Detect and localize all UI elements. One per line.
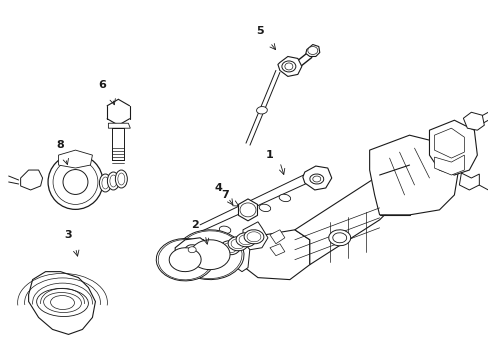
Ellipse shape xyxy=(37,288,88,316)
Polygon shape xyxy=(269,244,285,256)
Ellipse shape xyxy=(239,235,252,245)
Ellipse shape xyxy=(236,233,255,247)
Text: 2: 2 xyxy=(191,220,199,230)
Ellipse shape xyxy=(158,239,212,280)
Text: 3: 3 xyxy=(64,230,72,240)
Polygon shape xyxy=(29,272,95,334)
Polygon shape xyxy=(428,120,476,175)
Polygon shape xyxy=(433,128,464,158)
Ellipse shape xyxy=(309,174,323,184)
Polygon shape xyxy=(433,155,464,175)
Ellipse shape xyxy=(285,63,292,70)
Ellipse shape xyxy=(188,247,196,253)
Polygon shape xyxy=(305,45,319,57)
Ellipse shape xyxy=(185,245,199,255)
Ellipse shape xyxy=(110,175,117,187)
Polygon shape xyxy=(243,222,267,250)
Polygon shape xyxy=(238,199,257,221)
Ellipse shape xyxy=(312,176,320,182)
Ellipse shape xyxy=(169,248,201,272)
Polygon shape xyxy=(463,112,483,130)
Polygon shape xyxy=(108,123,130,128)
Ellipse shape xyxy=(190,240,229,270)
Text: 7: 7 xyxy=(221,190,228,200)
Polygon shape xyxy=(294,175,419,265)
Polygon shape xyxy=(244,230,309,280)
Ellipse shape xyxy=(63,170,88,194)
Ellipse shape xyxy=(50,296,74,310)
Text: 6: 6 xyxy=(98,80,106,90)
Polygon shape xyxy=(175,238,208,262)
Polygon shape xyxy=(232,244,249,272)
Ellipse shape xyxy=(259,204,270,212)
Ellipse shape xyxy=(281,61,295,72)
Ellipse shape xyxy=(332,233,346,243)
Ellipse shape xyxy=(279,194,290,202)
Ellipse shape xyxy=(223,243,237,253)
Ellipse shape xyxy=(115,170,127,188)
Ellipse shape xyxy=(307,46,317,54)
Ellipse shape xyxy=(99,174,111,192)
Polygon shape xyxy=(458,173,478,190)
Ellipse shape xyxy=(328,230,350,246)
Ellipse shape xyxy=(256,107,267,114)
Polygon shape xyxy=(20,170,42,190)
Polygon shape xyxy=(277,57,301,76)
Text: 1: 1 xyxy=(265,150,273,160)
Ellipse shape xyxy=(102,177,109,189)
Polygon shape xyxy=(59,150,92,168)
Polygon shape xyxy=(302,166,331,190)
Ellipse shape xyxy=(156,239,214,281)
Ellipse shape xyxy=(118,173,124,185)
Ellipse shape xyxy=(231,239,244,249)
Ellipse shape xyxy=(178,231,242,279)
Text: 5: 5 xyxy=(256,26,263,36)
Ellipse shape xyxy=(43,293,81,312)
Ellipse shape xyxy=(220,241,240,255)
Ellipse shape xyxy=(246,232,261,242)
Text: 4: 4 xyxy=(214,183,222,193)
Polygon shape xyxy=(269,230,285,244)
Ellipse shape xyxy=(244,230,264,244)
Ellipse shape xyxy=(53,159,98,204)
Ellipse shape xyxy=(107,172,119,190)
Ellipse shape xyxy=(176,230,244,280)
Ellipse shape xyxy=(219,226,230,234)
Polygon shape xyxy=(369,135,458,215)
Ellipse shape xyxy=(227,237,247,251)
Ellipse shape xyxy=(48,154,102,210)
Text: 8: 8 xyxy=(57,140,64,150)
